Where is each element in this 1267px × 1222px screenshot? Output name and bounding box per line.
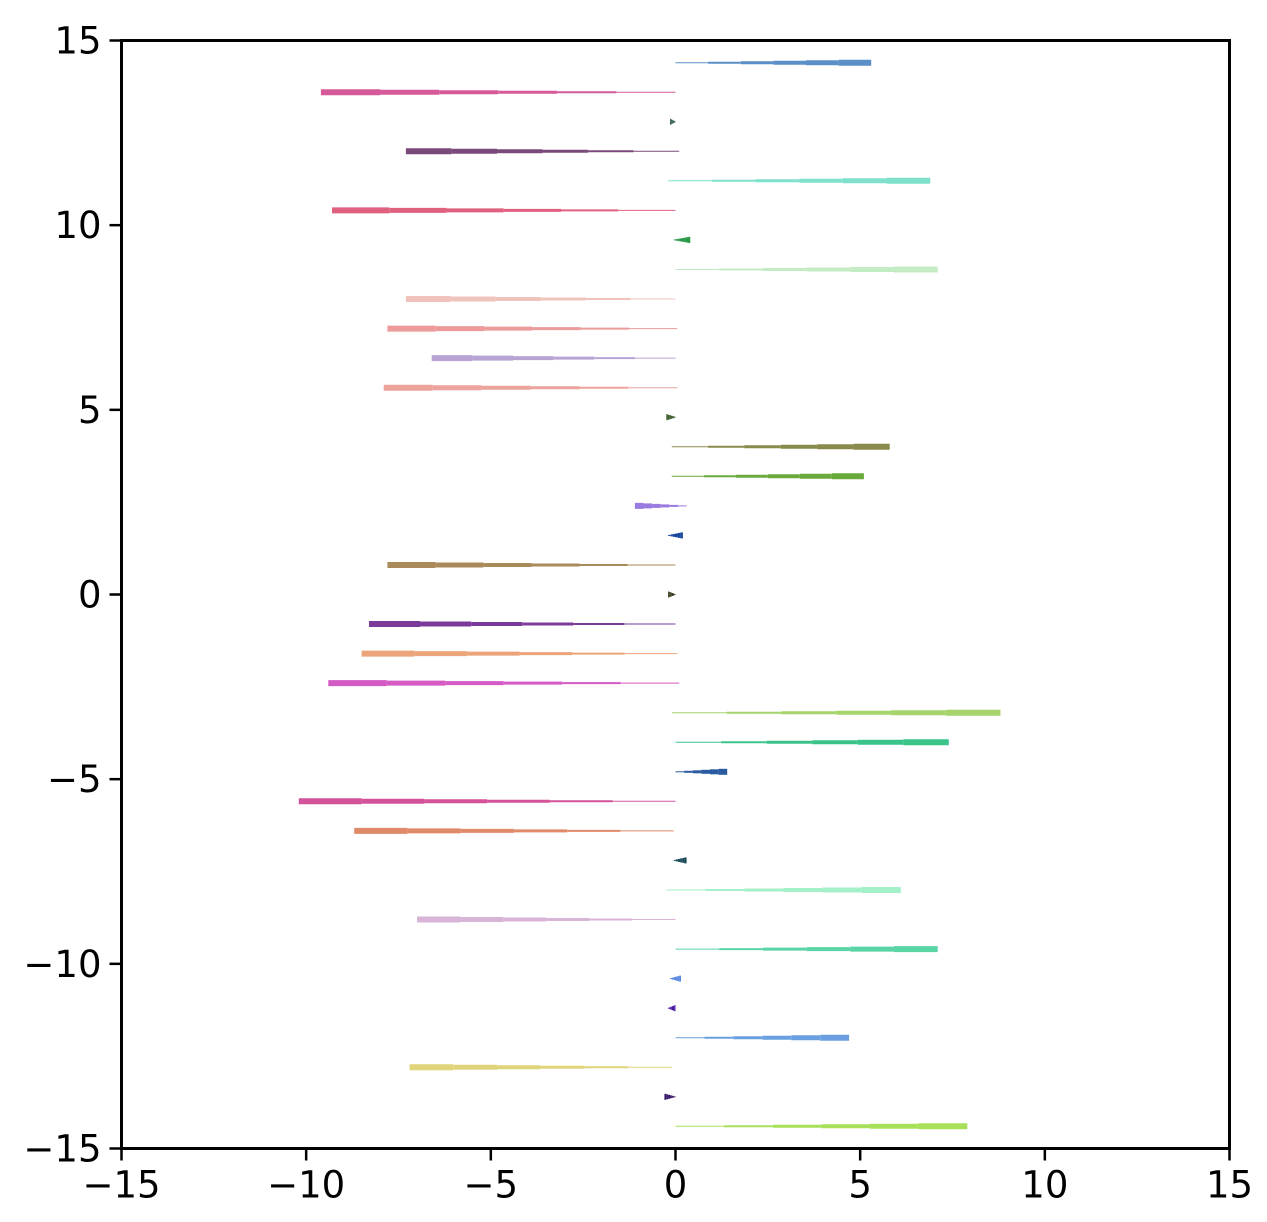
x-tick-label: −10	[267, 1164, 345, 1207]
y-tick-label: −15	[23, 1128, 101, 1171]
x-tick-label: 0	[664, 1164, 688, 1207]
y-tick-label: 15	[54, 20, 101, 63]
x-tick-label: 10	[1021, 1164, 1068, 1207]
x-axis: −15 −10 −5 0 5 10 15	[82, 1148, 1253, 1207]
x-tick-label: 15	[1206, 1164, 1253, 1207]
y-tick-label: 5	[78, 389, 102, 432]
y-tick-label: −5	[47, 758, 102, 801]
y-tick-label: 10	[54, 204, 101, 247]
x-tick-label: −15	[82, 1164, 160, 1207]
y-tick-label: −10	[23, 943, 101, 986]
x-tick-label: 5	[848, 1164, 872, 1207]
series-layer	[298, 59, 1001, 1130]
x-tick-label: −5	[464, 1164, 519, 1207]
y-axis: 15 10 5 0 −5 −10 −15	[23, 20, 122, 1171]
y-tick-label: 0	[78, 574, 102, 617]
